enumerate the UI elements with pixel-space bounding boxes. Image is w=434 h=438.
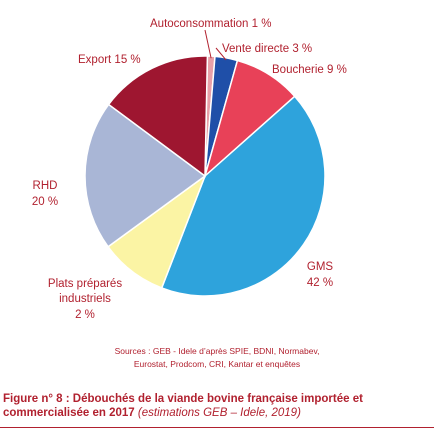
pie-slice-rhd (84, 103, 207, 248)
label-rhd: RHD (33, 180, 58, 192)
sources-note: Sources : GEB - Idele d’après SPIE, BDNI… (40, 345, 394, 370)
label-plats-prepares-line2: industriels (59, 293, 111, 305)
pie-slice-export (107, 55, 209, 178)
sources-line-1: Sources : GEB - Idele d’après SPIE, BDNI… (114, 346, 320, 356)
label-plats-prepares-pct: 2 % (75, 309, 95, 321)
label-vente-directe: Vente directe 3 % (222, 43, 312, 55)
label-gms-pct: 42 % (307, 277, 333, 289)
label-rhd-pct: 20 % (32, 196, 58, 208)
divider (0, 427, 434, 428)
leader-lines (204, 29, 227, 61)
pie-slices (84, 55, 326, 297)
label-boucherie: Boucherie 9 % (272, 64, 347, 76)
leader-line-vente-directe (215, 47, 227, 61)
caption-source: (estimations GEB – Idele, 2019) (137, 407, 301, 419)
leader-line-autoconsommation (204, 29, 212, 59)
sources-line-2: Eurostat, Prodcom, CRI, Kantar et enquêt… (133, 358, 301, 369)
label-gms: GMS (307, 261, 334, 273)
label-autoconsommation: Autoconsommation 1 % (150, 18, 271, 30)
pie-chart: Autoconsommation 1 % Vente directe 3 % B… (32, 18, 347, 321)
figure-caption: Figure n° 8 : Débouchés de la viande bov… (3, 392, 431, 420)
pie-slice-gms (160, 95, 326, 297)
label-plats-prepares: Plats préparés (48, 278, 122, 290)
label-export: Export 15 % (78, 54, 141, 66)
caption-title: Figure n° 8 : Débouchés de la viande bov… (3, 393, 363, 419)
